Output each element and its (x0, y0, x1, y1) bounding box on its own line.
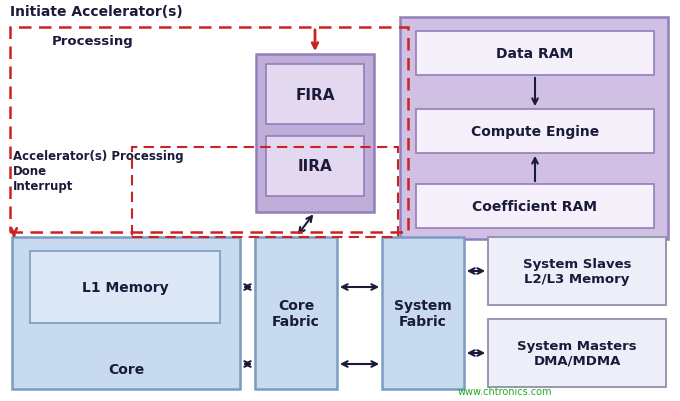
Bar (30, 251, 220, 323)
Text: Core
Fabric: Core Fabric (272, 298, 320, 328)
Text: Processing: Processing (52, 35, 134, 49)
Text: Accelerator(s) Processing
Done
Interrupt: Accelerator(s) Processing Done Interrupt (13, 150, 184, 192)
Text: Data RAM: Data RAM (496, 47, 574, 61)
Text: L1 Memory: L1 Memory (82, 280, 169, 294)
Text: System
Fabric: System Fabric (394, 298, 452, 328)
Text: System Slaves
L2/L3 Memory: System Slaves L2/L3 Memory (523, 257, 631, 285)
Text: System Masters
DMA/MDMA: System Masters DMA/MDMA (517, 339, 636, 367)
Text: www.chtronics.com: www.chtronics.com (458, 386, 552, 396)
Bar (12, 237, 240, 389)
Text: FIRA: FIRA (295, 87, 335, 102)
Bar (382, 237, 464, 389)
Bar (400, 18, 668, 239)
Bar (266, 65, 364, 125)
Bar (416, 110, 654, 154)
Text: Core: Core (108, 362, 144, 376)
Bar (488, 237, 666, 305)
Text: Coefficient RAM: Coefficient RAM (473, 200, 598, 213)
Bar (416, 32, 654, 76)
Text: Compute Engine: Compute Engine (471, 125, 599, 139)
Bar (256, 55, 374, 213)
Bar (10, 28, 408, 233)
Text: IIRA: IIRA (298, 159, 333, 174)
Bar (132, 148, 398, 237)
Bar (255, 237, 337, 389)
Bar (488, 319, 666, 387)
Text: Initiate Accelerator(s): Initiate Accelerator(s) (10, 5, 183, 19)
Bar (266, 137, 364, 196)
Bar (416, 184, 654, 229)
